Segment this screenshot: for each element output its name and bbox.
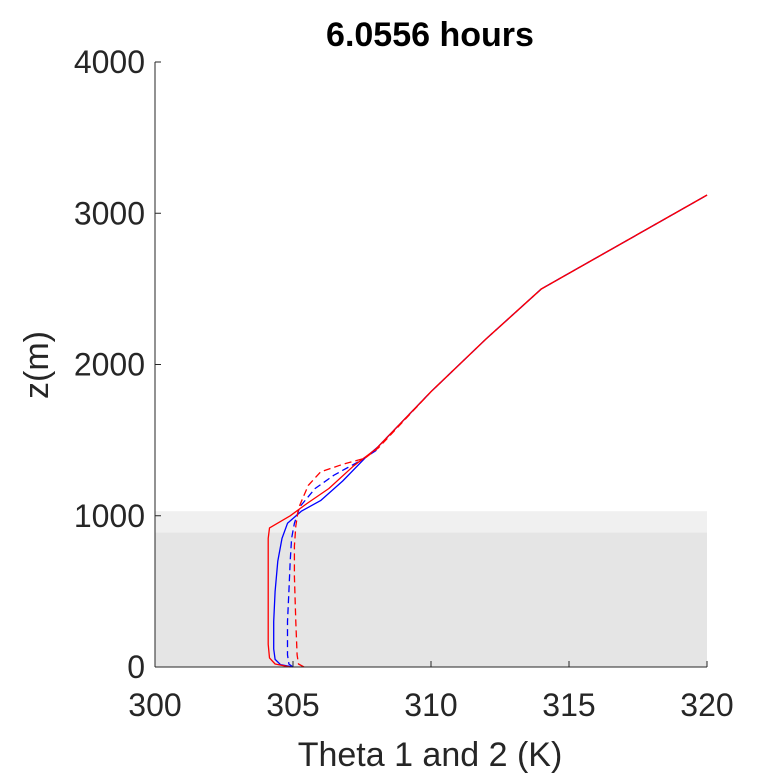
shaded-band-0 bbox=[155, 532, 707, 667]
series-line-3 bbox=[293, 194, 708, 668]
y-tick-label: 1000 bbox=[74, 498, 145, 534]
y-tick-label: 3000 bbox=[74, 195, 145, 231]
y-tick-label: 0 bbox=[127, 649, 145, 685]
shaded-band-1 bbox=[155, 511, 707, 533]
x-tick-label: 305 bbox=[266, 687, 319, 723]
x-tick-label: 300 bbox=[128, 687, 181, 723]
x-axis-label: Theta 1 and 2 (K) bbox=[298, 736, 563, 774]
y-tick-label: 4000 bbox=[74, 44, 145, 80]
y-axis-label: z(m) bbox=[18, 331, 56, 399]
series-group bbox=[267, 194, 708, 668]
x-tick-label: 315 bbox=[542, 687, 595, 723]
shaded-bands bbox=[155, 511, 707, 667]
chart-title: 6.0556 hours bbox=[326, 16, 534, 54]
x-tick-label: 320 bbox=[680, 687, 733, 723]
x-tick-label: 310 bbox=[404, 687, 457, 723]
y-tick-label: 2000 bbox=[74, 347, 145, 383]
ticks: 300 305 310 315 320 0 1000 2000 3000 4000 bbox=[74, 44, 734, 723]
